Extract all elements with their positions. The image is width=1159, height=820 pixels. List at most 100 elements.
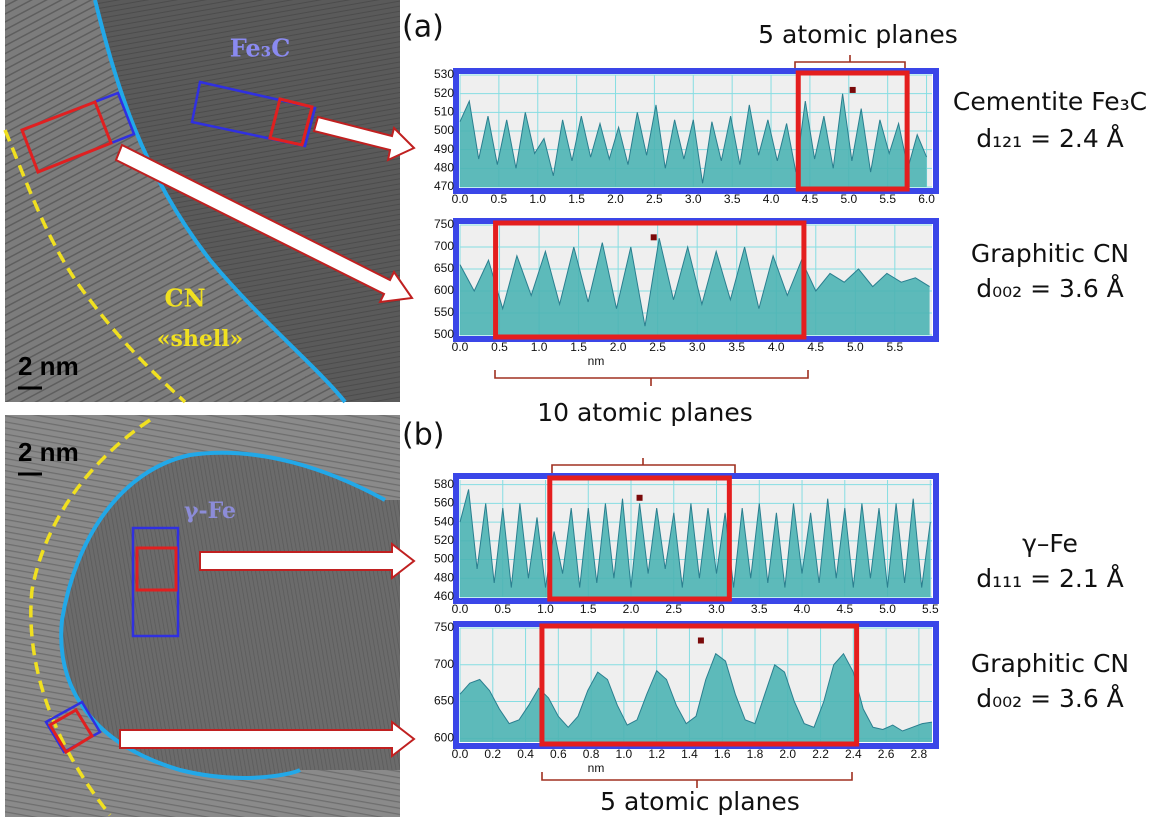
cursor-marker: [650, 234, 657, 241]
phase-label: γ-Fe: [184, 498, 236, 524]
spacing: d₁₂₁ = 2.4 Å: [976, 124, 1124, 153]
x-axis-label: nm: [588, 354, 605, 368]
x-tick-label: 3.0: [685, 192, 702, 206]
phase-name: Cementite Fe₃C: [953, 87, 1147, 116]
panel-label: (a): [402, 10, 444, 45]
highlight-box: [493, 220, 807, 340]
phase-label: Fe₃C: [230, 34, 291, 63]
y-tick-label: 480: [434, 161, 454, 175]
profile-chart: 500 550 600 650 700 750 0.0 0.5 1.0 1.5 2.0 2.5 3.0 3…: [434, 217, 939, 368]
x-tick-label: 0.8: [583, 747, 600, 761]
shell-label: «shell»: [157, 326, 244, 352]
x-tick-label: 3.5: [751, 602, 768, 616]
x-tick-label: 4.5: [807, 340, 824, 354]
x-tick-label: 6.0: [918, 192, 935, 206]
phase-name: Graphitic CN: [971, 239, 1129, 268]
profile-line: [459, 238, 930, 327]
braces: [494, 55, 906, 788]
x-tick-label: 0.2: [484, 747, 501, 761]
y-tick-label: 470: [434, 179, 454, 193]
y-tick-label: 560: [434, 496, 454, 510]
tem-image-b: γ-Fe 2 nm: [5, 415, 416, 817]
highlight-box: [539, 623, 860, 747]
spacing: d₁₁₁ = 2.1 Å: [976, 564, 1124, 593]
x-tick-label: 1.4: [681, 747, 698, 761]
tem-image-a: Fe₃C CN «shell» 2 nm: [3, 0, 416, 404]
profile-chart: 470 480 490 500 510 520 530 0.0 0.5 1.0 1.5 2.0 2.5 3…: [434, 67, 939, 206]
y-tick-label: 700: [434, 657, 454, 671]
x-tick-label: 2.5: [649, 340, 666, 354]
x-tick-label: 1.0: [531, 340, 548, 354]
x-axis-label: nm: [588, 761, 605, 775]
highlight-box: [795, 70, 910, 192]
x-tick-label: 0.0: [452, 340, 469, 354]
x-tick-label: 5.0: [840, 192, 857, 206]
x-tick-label: 2.0: [623, 602, 640, 616]
profile-line: [459, 93, 928, 184]
x-tick-label: 1.2: [648, 747, 665, 761]
phase-name: γ–Fe: [1022, 529, 1078, 558]
x-tick-label: 1.0: [537, 602, 554, 616]
x-tick-label: 4.0: [794, 602, 811, 616]
x-tick-label: 5.5: [886, 340, 903, 354]
phase-name: Graphitic CN: [971, 649, 1129, 678]
y-tick-label: 520: [434, 533, 454, 547]
cursor-marker: [849, 86, 856, 93]
x-tick-label: 1.8: [747, 747, 764, 761]
x-tick-label: 2.8: [911, 747, 928, 761]
x-tick-label: 4.5: [836, 602, 853, 616]
profile-area: [460, 653, 932, 742]
x-tick-label: 2.4: [845, 747, 862, 761]
y-tick-label: 600: [434, 283, 454, 297]
x-tick-label: 2.6: [878, 747, 895, 761]
x-tick-label: 0.5: [491, 340, 508, 354]
x-tick-label: 1.5: [568, 192, 585, 206]
x-tick-label: 4.0: [768, 340, 785, 354]
cursor-marker: [636, 494, 643, 501]
x-tick-label: 0.0: [452, 747, 469, 761]
x-tick-label: 3.0: [708, 602, 725, 616]
scale-label: 2 nm: [18, 437, 79, 467]
y-tick-label: 510: [434, 105, 454, 119]
x-tick-label: 1.6: [714, 747, 731, 761]
x-tick-label: 2.0: [610, 340, 627, 354]
x-tick-label: 1.5: [570, 340, 587, 354]
x-tick-label: 2.0: [607, 192, 624, 206]
y-tick-label: 700: [434, 239, 454, 253]
profile-chart: 460 480 500 520 540 560 580 0.0 0.5 1.0 1.5 2.0 2.5 3…: [434, 473, 939, 616]
x-tick-label: 1.0: [529, 192, 546, 206]
y-tick-label: 750: [434, 620, 454, 634]
y-tick-label: 490: [434, 142, 454, 156]
y-tick-label: 500: [434, 552, 454, 566]
x-tick-label: 0.5: [491, 192, 508, 206]
shell-label: CN: [164, 284, 205, 313]
y-tick-label: 650: [434, 261, 454, 275]
y-tick-label: 750: [434, 217, 454, 231]
x-tick-label: 2.5: [646, 192, 663, 206]
x-tick-label: 3.5: [724, 192, 741, 206]
y-tick-label: 580: [434, 477, 454, 491]
x-tick-label: 5.5: [922, 602, 939, 616]
cursor-marker: [697, 637, 704, 644]
y-tick-label: 540: [434, 514, 454, 528]
x-tick-label: 5.0: [879, 602, 896, 616]
x-tick-label: 3.0: [689, 340, 706, 354]
y-tick-label: 650: [434, 694, 454, 708]
x-tick-label: 3.5: [728, 340, 745, 354]
x-tick-label: 2.0: [779, 747, 796, 761]
y-tick-label: 600: [434, 730, 454, 744]
profile-chart: 600 650 700 750 0.0 0.2 0.4 0.6 0.8 1.0 1.2 1.4 1.6 1…: [434, 620, 939, 775]
y-tick-label: 530: [434, 67, 454, 81]
spacing: d₀₀₂ = 3.6 Å: [976, 684, 1124, 713]
y-tick-label: 550: [434, 305, 454, 319]
y-tick-label: 460: [434, 589, 454, 603]
x-tick-label: 2.5: [665, 602, 682, 616]
profile-area: [460, 93, 927, 187]
x-tick-label: 0.0: [452, 192, 469, 206]
x-tick-label: 4.5: [802, 192, 819, 206]
profile-line: [459, 652, 933, 732]
y-tick-label: 500: [434, 123, 454, 137]
x-tick-label: 0.5: [494, 602, 511, 616]
annotation: 5 atomic planes: [600, 787, 800, 816]
